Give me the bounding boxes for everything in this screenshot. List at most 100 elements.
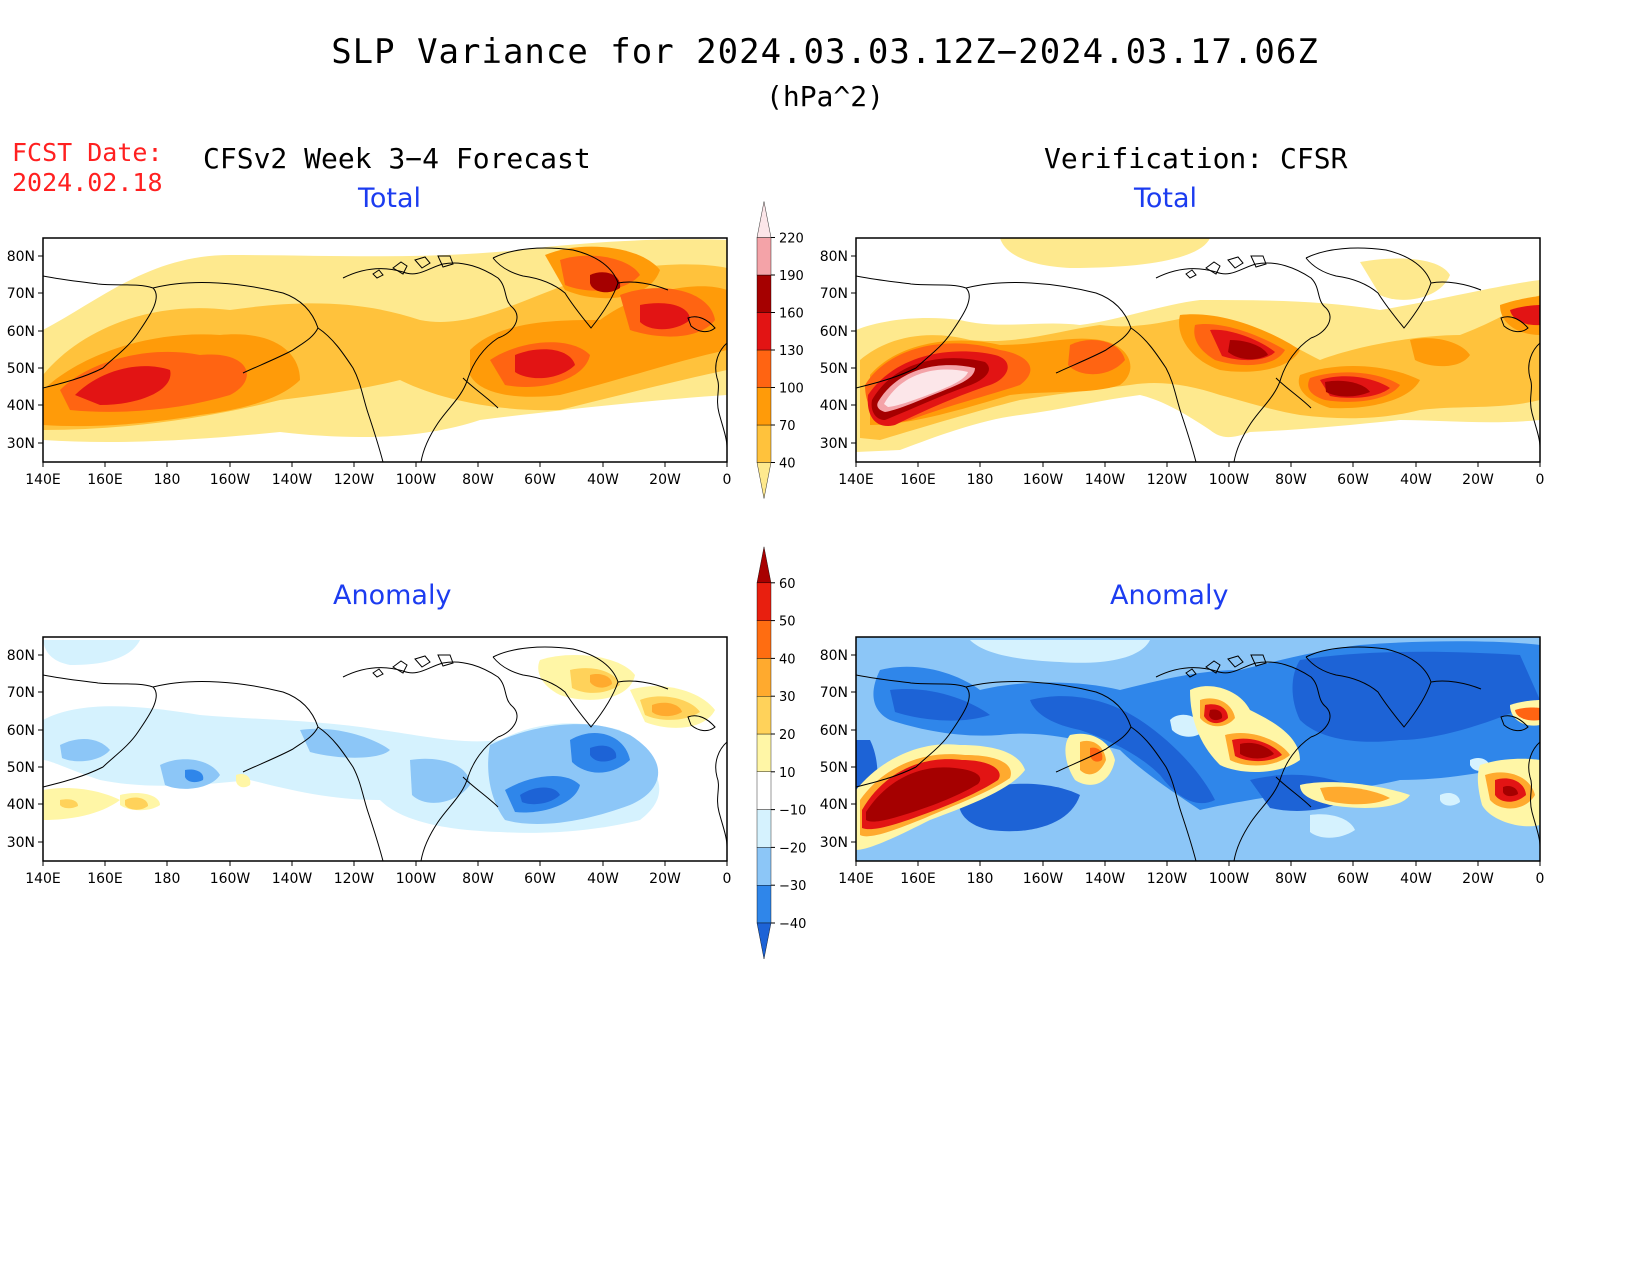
colorbar-box — [756, 424, 772, 463]
lat-tick-label: 30N — [820, 436, 848, 452]
lon-tick-label: 160E — [900, 871, 936, 887]
lon-tick-label: 80W — [1275, 472, 1307, 488]
colorbar-level-label: 220 — [779, 232, 804, 247]
lon-tick-label: 100W — [396, 472, 437, 488]
lon-tick-label: 120W — [1147, 472, 1188, 488]
lon-tick-label: 160E — [900, 472, 936, 488]
colorbar-level-label: −40 — [779, 917, 806, 932]
colorbar-anomaly: −40 −30 −20 −10 10 20 30 40 50 60 — [756, 546, 806, 960]
lat-tick-label: 60N — [820, 723, 848, 739]
lat-tick-label: 60N — [7, 324, 35, 340]
lon-tick-label: 140E — [838, 472, 874, 488]
lon-tick-label: 0 — [1536, 871, 1545, 887]
main-title: SLP Variance for 2024.03.03.12Z−2024.03.… — [331, 32, 1319, 72]
lon-tick-label: 80W — [462, 871, 494, 887]
verification-total-map — [855, 237, 1541, 463]
lon-tick-label: 160E — [87, 871, 123, 887]
lon-tick-label: 80W — [1275, 871, 1307, 887]
colorbar-box — [756, 620, 772, 659]
lat-tick-label: 70N — [7, 286, 35, 302]
lon-tick-label: 100W — [1209, 472, 1250, 488]
lon-tick-label: 0 — [1536, 472, 1545, 488]
colorbar-level-label: 40 — [779, 652, 796, 667]
colorbar-box — [756, 885, 772, 924]
fcst-date-label: FCST Date: — [12, 138, 163, 167]
lon-tick-label: 160E — [87, 472, 123, 488]
colorbar-box — [756, 387, 772, 426]
colorbar-box — [756, 809, 772, 848]
lat-tick-label: 30N — [7, 436, 35, 452]
lon-tick-label: 160W — [1023, 472, 1064, 488]
fcst-date-value: 2024.02.18 — [12, 168, 163, 197]
colorbar-level-label: 130 — [779, 344, 804, 359]
colorbar-level-label: 60 — [779, 577, 796, 592]
colorbar-box — [756, 696, 772, 735]
lon-tick-label: 120W — [334, 871, 375, 887]
lat-tick-label: 30N — [7, 835, 35, 851]
lat-tick-label: 40N — [820, 797, 848, 813]
lon-tick-label: 120W — [334, 472, 375, 488]
colorbar-level-label: 70 — [779, 419, 796, 434]
lon-tick-label: 20W — [1462, 871, 1494, 887]
lon-tick-label: 100W — [1209, 871, 1250, 887]
forecast-anomaly-title: Anomaly — [333, 580, 452, 611]
lon-tick-label: 140E — [838, 871, 874, 887]
colorbar-box — [756, 349, 772, 388]
lon-tick-label: 80W — [462, 472, 494, 488]
units-label: (hPa^2) — [765, 80, 884, 113]
lon-tick-label: 180 — [154, 871, 181, 887]
lon-tick-label: 60W — [524, 871, 556, 887]
lon-tick-label: 140E — [25, 871, 61, 887]
lon-tick-label: 60W — [1337, 871, 1369, 887]
verification-column-title: Verification: CFSR — [1044, 142, 1348, 175]
lon-tick-label: 100W — [396, 871, 437, 887]
lon-tick-label: 60W — [524, 472, 556, 488]
lon-tick-label: 40W — [1400, 871, 1432, 887]
lat-tick-label: 40N — [7, 797, 35, 813]
colorbar-level-label: 50 — [779, 615, 796, 630]
forecast-column-title: CFSv2 Week 3−4 Forecast — [203, 142, 591, 175]
lon-tick-label: 120W — [1147, 871, 1188, 887]
colorbar-box — [756, 658, 772, 697]
lon-tick-label: 20W — [649, 472, 681, 488]
lon-tick-label: 60W — [1337, 472, 1369, 488]
colorbar-level-label: 40 — [779, 457, 796, 472]
lon-tick-label: 180 — [154, 472, 181, 488]
lat-tick-label: 60N — [820, 324, 848, 340]
lon-tick-label: 140W — [272, 472, 313, 488]
colorbar-level-label: 20 — [779, 728, 796, 743]
colorbar-box — [756, 274, 772, 313]
lon-tick-label: 20W — [1462, 472, 1494, 488]
colorbar-level-label: 10 — [779, 766, 796, 781]
lat-tick-label: 70N — [820, 685, 848, 701]
colorbar-bottom-triangle — [756, 922, 772, 960]
lat-tick-label: 50N — [7, 760, 35, 776]
lon-tick-label: 160W — [1023, 871, 1064, 887]
lon-tick-label: 20W — [649, 871, 681, 887]
colorbar-box — [756, 771, 772, 810]
lon-tick-label: 40W — [587, 871, 619, 887]
lon-tick-label: 0 — [723, 472, 732, 488]
colorbar-bottom-triangle — [756, 462, 772, 499]
lon-tick-label: 40W — [587, 472, 619, 488]
lon-tick-label: 160W — [210, 472, 251, 488]
lat-tick-label: 60N — [7, 723, 35, 739]
lat-tick-label: 80N — [7, 648, 35, 664]
colorbar-level-label: −30 — [779, 879, 806, 894]
lon-tick-label: 140E — [25, 472, 61, 488]
colorbar-top-triangle — [756, 201, 772, 238]
lat-tick-label: 50N — [7, 361, 35, 377]
colorbar-level-label: 30 — [779, 690, 796, 705]
colorbar-box — [756, 237, 772, 276]
lon-tick-label: 140W — [272, 871, 313, 887]
verification-anomaly-title: Anomaly — [1110, 580, 1229, 611]
colorbar-level-label: −10 — [779, 804, 806, 819]
colorbar-box — [756, 582, 772, 621]
colorbar-level-label: 100 — [779, 382, 804, 397]
lon-tick-label: 140W — [1085, 871, 1126, 887]
colorbar-level-label: 190 — [779, 269, 804, 284]
lon-tick-label: 160W — [210, 871, 251, 887]
lat-tick-label: 30N — [820, 835, 848, 851]
lat-tick-label: 80N — [820, 249, 848, 265]
